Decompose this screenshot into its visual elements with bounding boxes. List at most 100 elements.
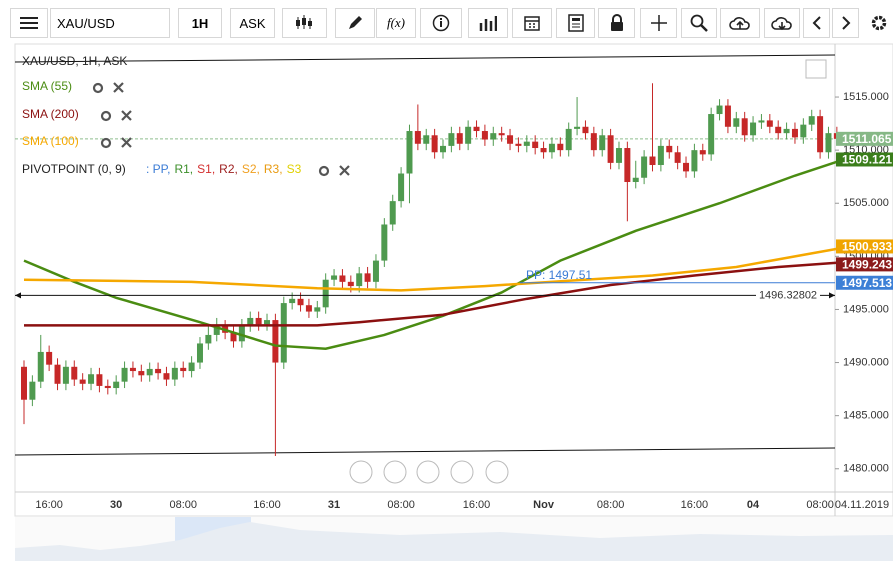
price-tag	[836, 131, 893, 146]
candle-body	[825, 133, 832, 153]
candle-body	[540, 148, 547, 153]
legend-entry: SMA (100)	[22, 134, 79, 148]
candle-body	[490, 133, 497, 140]
candle-body	[21, 366, 27, 400]
x-tick-label: 16:00	[463, 499, 491, 511]
candle-body	[272, 320, 279, 363]
scroll-left[interactable]	[349, 460, 373, 484]
candle-body	[641, 156, 648, 178]
reset[interactable]	[416, 460, 440, 484]
pivot-level: R3,	[264, 162, 283, 176]
price-tag-label: 1499.243	[842, 258, 892, 272]
zoom-out[interactable]	[383, 460, 407, 484]
expand-icon[interactable]	[805, 59, 827, 79]
candle-body	[599, 135, 606, 151]
candle-body	[741, 118, 748, 136]
candle-body	[649, 156, 656, 166]
scroll-right[interactable]	[485, 460, 509, 484]
candle-body	[331, 275, 338, 280]
interval-button[interactable]: 1H	[178, 8, 222, 38]
settings-button[interactable]	[864, 8, 893, 38]
zoom-controls	[349, 460, 509, 484]
y-tick-label: 1485.000	[843, 410, 889, 422]
x-tick-label: Nov	[533, 499, 555, 511]
candle-body	[339, 275, 346, 282]
x-tick-label: 30	[110, 499, 122, 511]
y-tick-label: 1490.000	[843, 356, 889, 368]
candle-body	[230, 332, 237, 342]
pivot-level: S1,	[197, 162, 215, 176]
symbol-input[interactable]: XAU/USD	[50, 8, 170, 38]
candle-body	[322, 279, 329, 308]
crosshair-label: 1496.32802	[759, 289, 817, 301]
remove-icon[interactable]	[113, 82, 124, 93]
candle-body	[129, 367, 136, 372]
candle-body	[590, 133, 597, 151]
report-button[interactable]	[556, 8, 595, 38]
crosshair-button[interactable]	[640, 8, 677, 38]
zoom-button[interactable]	[681, 8, 717, 38]
info-button[interactable]	[420, 8, 462, 38]
upload-button[interactable]	[720, 8, 760, 38]
price-side-button[interactable]: ASK	[230, 8, 275, 38]
candle-body	[582, 126, 589, 134]
candle-body	[213, 326, 220, 335]
price-tag-label: 1497.513	[842, 276, 892, 290]
legend-entry: SMA (55)	[22, 79, 72, 93]
candle-body	[171, 367, 178, 380]
zoom-icon	[690, 14, 708, 32]
candle-body	[146, 368, 153, 376]
candle-body	[448, 133, 455, 146]
download-button[interactable]	[764, 8, 800, 38]
candle-body	[775, 126, 782, 134]
candle-body	[264, 320, 271, 325]
candle-body	[54, 364, 61, 384]
candle-body	[364, 273, 371, 282]
symbol: XAU/USD	[57, 15, 115, 31]
bars-button[interactable]	[468, 8, 508, 38]
draw-button[interactable]	[335, 8, 375, 38]
lock-button[interactable]	[598, 8, 635, 38]
zoom-in[interactable]	[450, 460, 474, 484]
pivot-level: S2,	[242, 162, 260, 176]
candle-body	[515, 143, 522, 146]
interval: 1H	[191, 15, 209, 31]
x-tick-label: 31	[328, 499, 340, 511]
prev-icon	[812, 16, 821, 30]
y-tick-label: 1515.000	[843, 91, 889, 103]
chart-type-button[interactable]	[282, 8, 327, 38]
remove-icon[interactable]	[121, 137, 132, 148]
candle-body	[37, 351, 44, 382]
candle-body	[205, 334, 212, 344]
remove-icon[interactable]	[339, 165, 350, 176]
x-tick-label: 16:00	[681, 499, 709, 511]
candle-body	[699, 150, 706, 155]
candle-body	[356, 273, 363, 287]
candle-body	[289, 298, 296, 304]
navigator	[15, 517, 893, 561]
legend-entry: SMA (200)	[22, 107, 79, 121]
candle-body	[347, 281, 354, 287]
settings-icon[interactable]	[100, 110, 112, 122]
prev-button[interactable]	[803, 8, 830, 38]
settings-icon[interactable]	[100, 137, 112, 149]
chart-frame	[14, 43, 893, 517]
next-button[interactable]	[832, 8, 859, 38]
settings-icon[interactable]	[318, 165, 330, 177]
lock-icon	[610, 14, 623, 31]
function-button[interactable]: f(x)	[376, 8, 416, 38]
remove-icon[interactable]	[121, 110, 132, 121]
x-tick-label: 08:00	[806, 499, 834, 511]
trend-line	[14, 447, 836, 456]
menu-button[interactable]	[10, 8, 48, 38]
candle-body	[398, 173, 405, 202]
price-tag	[836, 275, 893, 290]
plot	[15, 83, 840, 457]
price-tag-label: 1509.121	[842, 153, 892, 167]
calendar-button[interactable]	[512, 8, 552, 38]
pivot-level: R2,	[219, 162, 238, 176]
settings-icon[interactable]	[92, 82, 104, 94]
cloud-up-icon	[729, 17, 750, 30]
candle-body	[766, 120, 773, 127]
